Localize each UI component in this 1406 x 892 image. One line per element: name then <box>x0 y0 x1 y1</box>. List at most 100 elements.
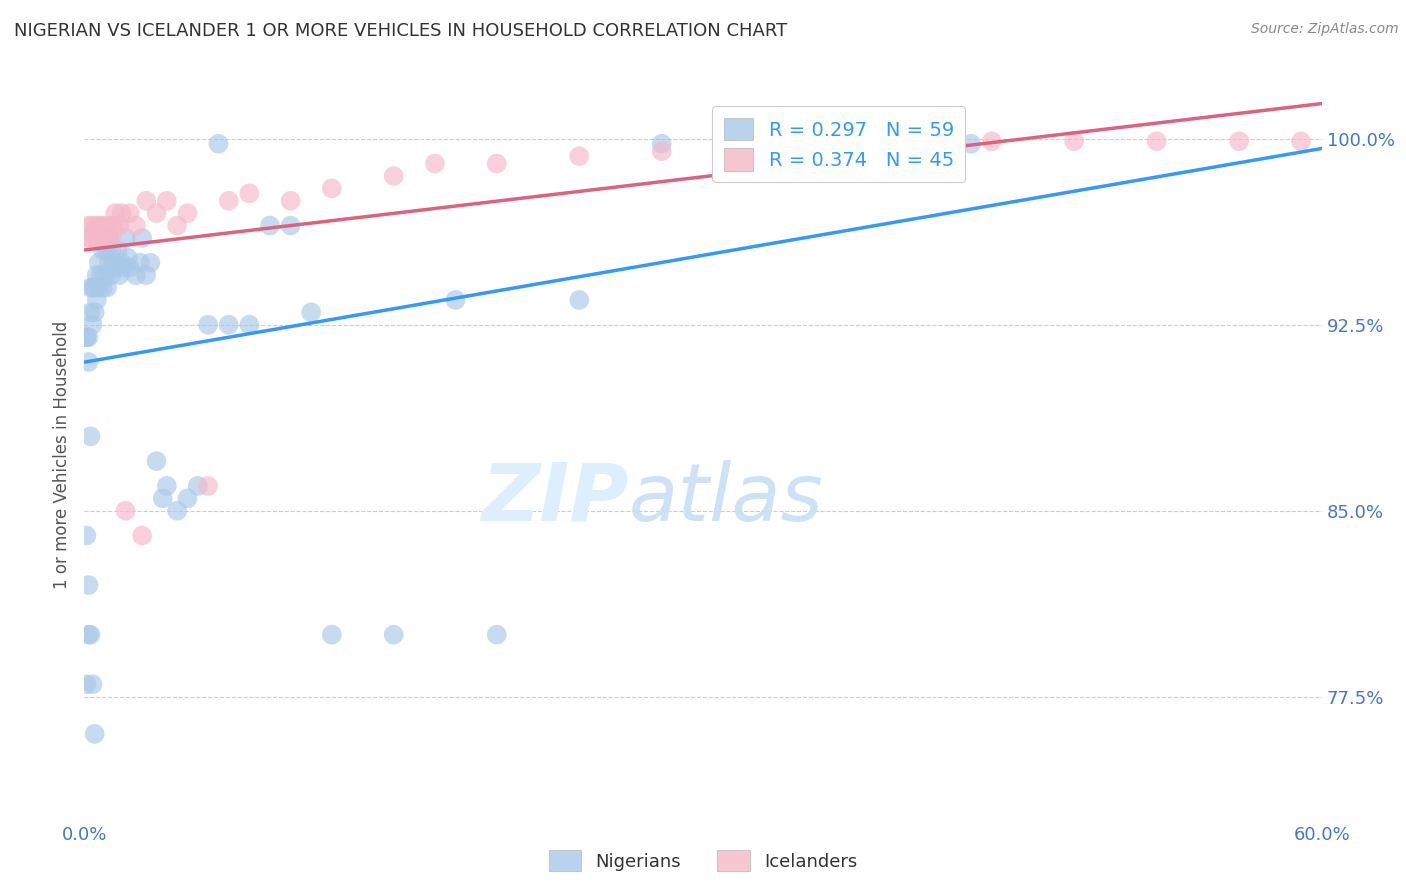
Point <box>91 280 114 294</box>
Point <box>207 136 229 151</box>
Point <box>259 219 281 233</box>
Point <box>77 219 100 233</box>
Point <box>1063 134 1085 148</box>
Point <box>82 219 104 233</box>
Point <box>280 219 302 233</box>
Text: Source: ZipAtlas.com: Source: ZipAtlas.com <box>1251 22 1399 37</box>
Point <box>75 330 97 344</box>
Point <box>118 260 141 275</box>
Point <box>94 268 117 282</box>
Point <box>105 219 128 233</box>
Point <box>108 219 131 233</box>
Point <box>112 260 135 275</box>
Point <box>1289 134 1312 148</box>
Point <box>77 330 100 344</box>
Point <box>103 256 125 270</box>
Point <box>166 219 188 233</box>
Point <box>321 181 343 195</box>
Point <box>125 268 148 282</box>
Point <box>104 206 127 220</box>
Point <box>145 206 167 220</box>
Point <box>218 194 240 208</box>
Point <box>156 479 179 493</box>
Point <box>485 156 508 170</box>
Point <box>139 256 162 270</box>
Point <box>86 219 108 233</box>
Point <box>91 244 114 258</box>
Point <box>108 268 131 282</box>
Point <box>105 244 128 258</box>
Point <box>96 231 118 245</box>
Point <box>75 330 97 344</box>
Point <box>856 136 879 151</box>
Text: NIGERIAN VS ICELANDER 1 OR MORE VEHICLES IN HOUSEHOLD CORRELATION CHART: NIGERIAN VS ICELANDER 1 OR MORE VEHICLES… <box>14 22 787 40</box>
Point <box>86 268 108 282</box>
Point <box>110 206 132 220</box>
Point <box>94 219 117 233</box>
Point <box>898 136 921 151</box>
Text: ZIP: ZIP <box>481 459 628 538</box>
Point <box>77 578 100 592</box>
Point <box>197 479 219 493</box>
Point <box>960 136 983 151</box>
Point <box>651 136 673 151</box>
Point <box>83 305 105 319</box>
Point <box>83 727 105 741</box>
Point <box>79 429 101 443</box>
Point <box>98 231 121 245</box>
Point <box>1227 134 1250 148</box>
Point <box>86 293 108 307</box>
Point <box>135 194 157 208</box>
Point <box>444 293 467 307</box>
Point <box>166 504 188 518</box>
Point <box>75 677 97 691</box>
Point <box>96 280 118 294</box>
Point <box>87 280 110 294</box>
Point <box>94 231 117 245</box>
Point <box>114 231 136 245</box>
Point <box>100 231 122 245</box>
Point <box>100 244 122 258</box>
Point <box>568 293 591 307</box>
Point <box>75 528 97 542</box>
Point <box>91 231 114 245</box>
Point <box>485 628 508 642</box>
Point <box>187 479 209 493</box>
Point <box>218 318 240 332</box>
Point <box>90 219 112 233</box>
Point <box>238 186 260 201</box>
Point <box>79 280 101 294</box>
Point <box>98 219 121 233</box>
Point <box>980 134 1002 148</box>
Point <box>103 219 125 233</box>
Point <box>568 149 591 163</box>
Point <box>83 231 105 245</box>
Point <box>83 280 105 294</box>
Point <box>815 136 838 151</box>
Point <box>382 169 405 183</box>
Point <box>75 231 97 245</box>
Point <box>96 244 118 258</box>
Point <box>651 144 673 158</box>
Y-axis label: 1 or more Vehicles in Household: 1 or more Vehicles in Household <box>53 321 72 589</box>
Point <box>104 260 127 275</box>
Point <box>77 355 100 369</box>
Point <box>110 256 132 270</box>
Text: atlas: atlas <box>628 459 824 538</box>
Point <box>156 194 179 208</box>
Point <box>90 268 112 282</box>
Point <box>197 318 219 332</box>
Point <box>79 231 101 245</box>
Point <box>1146 134 1168 148</box>
Point <box>131 528 153 542</box>
Point <box>82 677 104 691</box>
Point <box>117 251 139 265</box>
Point <box>280 194 302 208</box>
Point <box>299 305 322 319</box>
Point <box>114 504 136 518</box>
Point <box>382 628 405 642</box>
Point <box>77 628 100 642</box>
Point <box>176 491 198 506</box>
Point <box>125 219 148 233</box>
Point <box>79 628 101 642</box>
